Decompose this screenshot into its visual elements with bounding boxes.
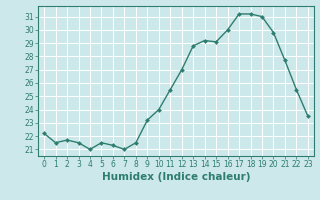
X-axis label: Humidex (Indice chaleur): Humidex (Indice chaleur) <box>102 172 250 182</box>
